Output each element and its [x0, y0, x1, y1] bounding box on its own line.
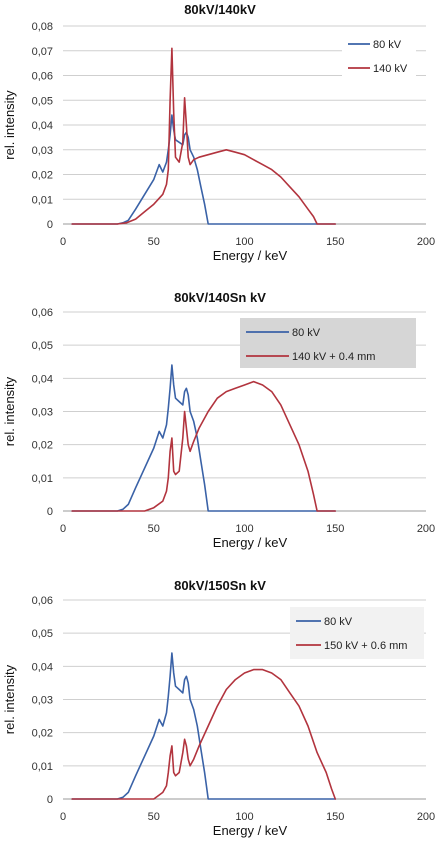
x-tick-label: 50	[148, 236, 160, 248]
x-tick-label: 200	[417, 236, 435, 248]
chart-panel-1: 80kV/140kV 0 0,01 0,02 0,03 0,04 0,05 0,06 0,07 0…	[2, 2, 435, 263]
y-tick-label: 0	[47, 794, 53, 806]
chart-panel-3: 80kV/150Sn kV 0 0,01 0,02 0,03 0,04 0,05 0,06 0 5…	[2, 578, 435, 838]
y-tick-label: 0,05	[32, 340, 53, 352]
y-tick-label: 0,05	[32, 628, 53, 640]
x-tick-label: 50	[148, 523, 160, 535]
y-axis-label: rel. intensity	[2, 90, 17, 160]
y-tick-label: 0	[47, 506, 53, 518]
y-tick-label: 0,02	[32, 440, 53, 452]
series-line-80kv	[71, 114, 337, 225]
legend-box	[342, 30, 416, 84]
legend-label: 150 kV + 0.6 mm	[324, 640, 407, 652]
series-line-80kv	[71, 652, 337, 800]
y-tick-label: 0,01	[32, 761, 53, 773]
x-tick-label: 100	[235, 236, 253, 248]
series-line-high-kv	[71, 380, 337, 512]
legend-label: 80 kV	[324, 616, 353, 628]
chart-title: 80kV/140kV	[184, 2, 256, 17]
y-tick-label: 0,01	[32, 194, 53, 206]
x-tick-label: 100	[235, 811, 253, 823]
y-tick-label: 0,04	[32, 120, 53, 132]
y-tick-label: 0,05	[32, 95, 53, 107]
series-line-high-kv	[71, 47, 337, 225]
x-tick-label: 200	[417, 811, 435, 823]
y-tick-label: 0,06	[32, 71, 53, 83]
x-tick-label: 50	[148, 811, 160, 823]
y-tick-label: 0	[47, 219, 53, 231]
y-tick-label: 0,03	[32, 695, 53, 707]
x-tick-label: 200	[417, 523, 435, 535]
x-tick-label: 0	[60, 811, 66, 823]
y-tick-label: 0,06	[32, 595, 53, 607]
legend: 80 kV 150 kV + 0.6 mm	[290, 607, 424, 659]
y-axis-label: rel. intensity	[2, 664, 17, 734]
legend-box	[290, 607, 424, 659]
y-tick-label: 0,03	[32, 145, 53, 157]
y-tick-label: 0,06	[32, 307, 53, 319]
y-axis-label: rel. intensity	[2, 376, 17, 446]
y-tick-label: 0,01	[32, 473, 53, 485]
y-tick-label: 0,04	[32, 661, 53, 673]
legend-box	[240, 318, 416, 368]
series-line-high-kv	[71, 668, 337, 800]
x-tick-label: 150	[326, 811, 344, 823]
x-tick-label: 150	[326, 523, 344, 535]
legend-label: 140 kV + 0.4 mm	[292, 351, 375, 363]
chart-title: 80kV/150Sn kV	[174, 578, 266, 593]
y-tick-label: 0,08	[32, 21, 53, 33]
x-tick-label: 0	[60, 523, 66, 535]
chart-title: 80kV/140Sn kV	[174, 290, 266, 305]
x-axis-label: Energy / keV	[213, 535, 288, 550]
legend-label: 80 kV	[373, 39, 402, 51]
legend: 80 kV 140 kV	[342, 30, 416, 84]
x-tick-label: 150	[326, 236, 344, 248]
chart-panel-2: 80kV/140Sn kV 0 0,01 0,02 0,03 0,04 0,05 0,06 0 5…	[2, 290, 435, 550]
series-line-80kv	[71, 364, 337, 512]
x-tick-label: 0	[60, 236, 66, 248]
y-tick-label: 0,04	[32, 373, 53, 385]
x-axis-label: Energy / keV	[213, 248, 288, 263]
legend-label: 140 kV	[373, 63, 408, 75]
legend-label: 80 kV	[292, 327, 321, 339]
y-tick-label: 0,02	[32, 728, 53, 740]
y-tick-label: 0,07	[32, 46, 53, 58]
legend: 80 kV 140 kV + 0.4 mm	[240, 318, 416, 368]
y-tick-label: 0,03	[32, 407, 53, 419]
y-tick-label: 0,02	[32, 170, 53, 182]
x-tick-label: 100	[235, 523, 253, 535]
x-axis-label: Energy / keV	[213, 823, 288, 838]
